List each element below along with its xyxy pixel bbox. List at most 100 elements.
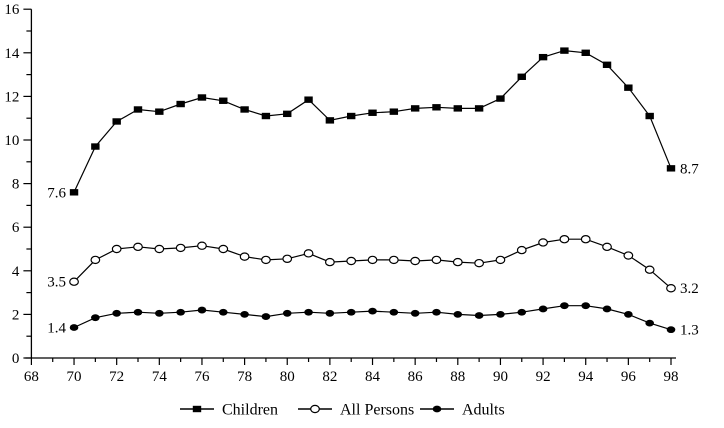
series-adults-marker <box>218 308 228 316</box>
y-axis-tick-label: 2 <box>12 307 20 323</box>
x-axis-tick-label: 90 <box>493 369 508 385</box>
x-axis-tick-label: 94 <box>578 369 594 385</box>
series-children-marker <box>240 106 249 113</box>
series-children-marker <box>496 95 505 102</box>
series-adults-marker <box>346 308 356 316</box>
x-axis-tick-label: 82 <box>322 369 337 385</box>
series-all-persons-marker <box>538 238 548 247</box>
series-children-end-value-label: 8.7 <box>680 161 699 177</box>
x-axis-tick-label: 70 <box>67 369 82 385</box>
series-all-persons-marker <box>495 255 506 265</box>
series-adults-marker <box>645 319 654 327</box>
series-all-persons-marker <box>559 234 570 244</box>
series-adults-marker <box>560 302 569 310</box>
series-children-marker <box>602 61 612 68</box>
series-all-persons-marker <box>367 255 378 265</box>
series-children-marker <box>538 53 548 61</box>
series-all-persons-marker <box>388 255 399 265</box>
series-all-persons-marker <box>218 244 229 254</box>
series-children-marker <box>112 118 121 125</box>
series-children-marker <box>560 47 569 54</box>
series-children-marker <box>368 109 377 116</box>
series-all-persons-marker <box>623 251 634 260</box>
series-children-marker <box>91 143 100 150</box>
legend-adults-marker <box>432 405 442 413</box>
y-axis-tick-label: 8 <box>12 177 20 193</box>
series-adults-marker <box>304 308 313 316</box>
series-all-persons-marker <box>69 277 79 286</box>
series-adults-marker <box>474 312 484 319</box>
series-all-persons-marker <box>282 254 293 264</box>
series-all-persons-marker <box>580 234 591 244</box>
series-adults-marker <box>581 302 591 310</box>
series-adults-marker <box>666 326 676 334</box>
series-adults-marker <box>197 306 207 314</box>
series-children-start-value-label: 7.6 <box>47 185 66 201</box>
series-children-marker <box>389 108 399 115</box>
series-adults-marker <box>432 308 441 316</box>
series-all-persons-marker <box>133 242 143 252</box>
series-adults-marker <box>240 311 249 318</box>
series-all-persons-marker <box>239 252 250 261</box>
y-axis-tick-label: 12 <box>4 89 19 105</box>
series-children-marker <box>474 105 484 112</box>
series-all-persons-marker <box>474 258 485 268</box>
series-children-marker <box>176 100 185 108</box>
series-adults-marker <box>602 305 612 313</box>
series-children-marker <box>69 189 79 196</box>
series-all-persons-end-value-label: 3.2 <box>680 281 699 297</box>
y-axis-tick-label: 0 <box>12 351 20 367</box>
series-children-marker <box>283 110 292 118</box>
x-axis-tick-label: 88 <box>450 369 465 385</box>
y-axis-tick-label: 4 <box>12 264 20 280</box>
series-children-marker <box>517 73 526 80</box>
series-adults-marker <box>176 308 185 316</box>
series-all-persons-marker <box>175 243 186 253</box>
series-children-marker <box>325 117 335 124</box>
series-children-marker <box>304 96 313 103</box>
series-adults-marker <box>517 308 527 316</box>
series-adults-marker <box>410 309 420 317</box>
x-axis-tick-label: 84 <box>365 369 381 385</box>
series-children-marker <box>453 105 462 112</box>
series-all-persons-marker <box>644 265 655 274</box>
series-adults-marker <box>368 307 377 315</box>
series-adults-marker <box>69 324 79 331</box>
x-axis-tick-label: 74 <box>152 369 168 385</box>
series-children-marker <box>666 165 676 172</box>
series-adults-marker <box>538 305 548 313</box>
x-axis-tick-label: 86 <box>408 369 424 385</box>
series-all-persons-marker <box>602 242 612 252</box>
series-children-line <box>73 49 672 193</box>
series-all-persons-marker <box>452 257 463 267</box>
x-axis-tick-label: 68 <box>24 369 39 385</box>
series-children-marker <box>197 94 207 101</box>
x-axis-tick-label: 72 <box>109 369 124 385</box>
x-axis-tick-label: 76 <box>194 369 210 385</box>
series-all-persons-marker <box>90 255 101 265</box>
series-adults-marker <box>453 311 463 318</box>
series-adults-marker <box>325 309 335 317</box>
series-children-marker <box>410 105 420 112</box>
series-children-marker <box>261 112 271 120</box>
series-children-marker <box>432 104 441 111</box>
series-children-marker <box>155 108 164 115</box>
series-all-persons-marker <box>111 244 122 254</box>
series-adults-marker <box>496 311 505 318</box>
x-axis-tick-label: 78 <box>237 369 252 385</box>
x-axis-tick-label: 92 <box>536 369 551 385</box>
series-adults-marker <box>91 314 100 322</box>
x-axis-tick-label: 96 <box>621 369 637 385</box>
series-all-persons-marker <box>666 284 676 293</box>
series-all-persons-marker <box>303 249 314 258</box>
legend-adults-label: Adults <box>462 402 505 419</box>
legend-children-label: Children <box>222 402 278 419</box>
series-all-persons-marker <box>261 255 271 265</box>
series-all-persons-marker <box>516 245 527 255</box>
series-children-marker <box>133 106 143 113</box>
series-all-persons-marker <box>324 257 335 267</box>
legend-children-marker <box>192 405 202 413</box>
series-children-marker <box>219 97 228 104</box>
